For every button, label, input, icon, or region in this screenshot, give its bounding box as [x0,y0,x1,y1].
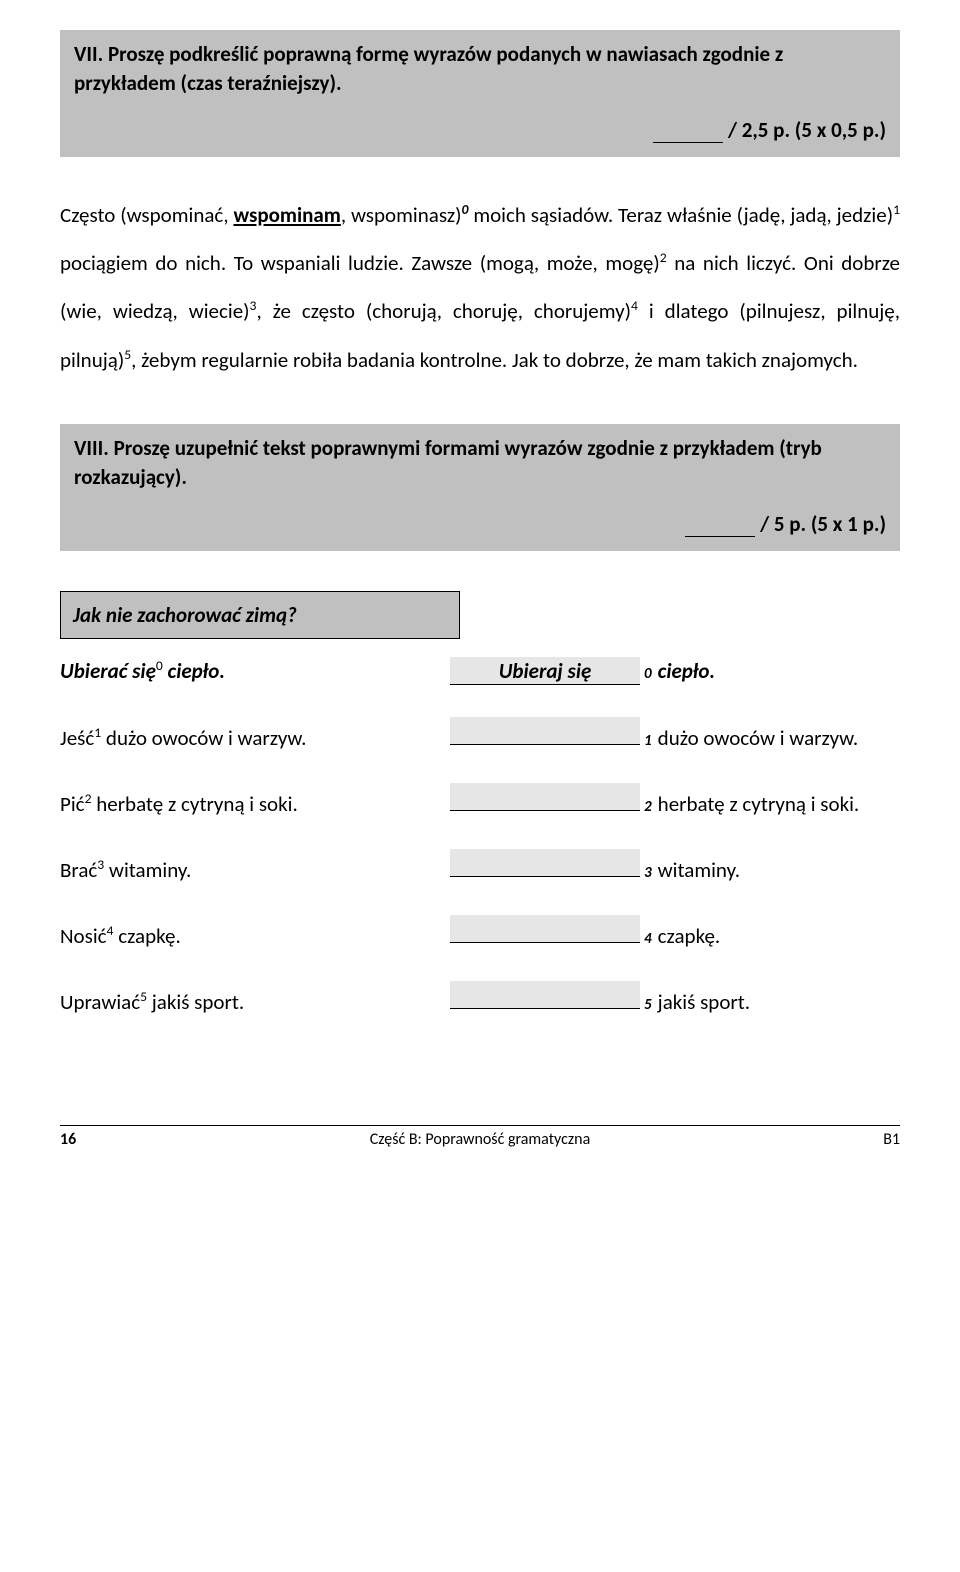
blank-number: 3 [644,864,652,882]
blank-number: 2 [644,798,652,816]
section-8-score: / 5 p. (5 x 1 p.) [74,511,886,537]
row-suffix: jakiś sport. [658,989,750,1015]
para-text: Często (wspominać, [60,202,233,228]
exercise-7-paragraph: Często (wspominać, wspominam, wspominasz… [60,191,900,384]
para-underline: wspominam [233,202,340,228]
para-text: , wspominasz) [341,202,462,228]
row-right: 1 dużo owoców i warzyw. [450,717,900,751]
blank-number: 4 [644,930,652,948]
table-row: Pić2 herbatę z cytryną i soki. 2 herbatę z… [60,783,900,817]
row-left: Jeść1 dużo owoców i warzyw. [60,724,420,751]
row-left: Nosić4 czapkę. [60,922,420,949]
section-7-score: / 2,5 p. (5 x 0,5 p.) [74,117,886,143]
score-text: / 5 p. (5 x 1 p.) [760,511,886,537]
row-left: Ubierać się0 ciepło. [60,657,420,684]
row-suffix: dużo owoców i warzyw. [658,725,858,751]
row-right: Ubieraj się0 ciepło. [450,657,900,685]
para-text: , że często (chorują, choruję, chorujemy… [256,298,631,324]
row-left: Uprawiać5 jakiś sport. [60,988,420,1015]
row-right: 5 jakiś sport. [450,981,900,1015]
footer-page-number: 16 [60,1130,100,1149]
section-8-title: VIII. Proszę uzupełnić tekst poprawnymi … [74,434,886,493]
row-right: 4 czapkę. [450,915,900,949]
table-row: Jeść1 dużo owoców i warzyw. 1 dużo owoców … [60,717,900,751]
answer-blank[interactable] [450,849,640,877]
para-sup: 1 [893,201,900,218]
page-footer: 16 Część B: Poprawność gramatyczna B1 [60,1125,900,1149]
answer-blank[interactable] [450,783,640,811]
answer-blank[interactable] [450,717,640,745]
blank-number: 5 [644,996,652,1014]
row-right: 2 herbatę z cytryną i soki. [450,783,900,817]
para-text: , żebym regularnie robiła badania kontro… [131,347,858,373]
exercise-8-table: Jak nie zachorować zimą? Ubierać się0 ci… [60,591,900,1015]
score-blank [685,536,755,537]
answer-blank[interactable]: Ubieraj się [450,657,640,685]
para-text: pociągiem do nich. To wspaniali ludzie. … [60,250,660,276]
para-sup: 4 [631,297,638,314]
row-left: Pić2 herbatę z cytryną i soki. [60,790,420,817]
answer-blank[interactable] [450,915,640,943]
row-suffix: herbatę z cytryną i soki. [658,791,860,817]
footer-level: B1 [860,1130,900,1149]
section-7-box: VII. Proszę podkreślić poprawną formę wy… [60,30,900,157]
row-suffix: ciepło. [658,658,715,684]
table-row: Nosić4 czapkę. 4 czapkę. [60,915,900,949]
table-row: Uprawiać5 jakiś sport. 5 jakiś sport. [60,981,900,1015]
score-text: / 2,5 p. (5 x 0,5 p.) [728,117,886,143]
row-right: 3 witaminy. [450,849,900,883]
answer-blank[interactable] [450,981,640,1009]
section-8-box: VIII. Proszę uzupełnić tekst poprawnymi … [60,424,900,551]
score-blank [653,142,723,143]
section-7-title: VII. Proszę podkreślić poprawną formę wy… [74,40,886,99]
blank-number: 1 [644,732,652,750]
row-suffix: czapkę. [658,923,721,949]
table-row: Brać3 witaminy. 3 witaminy. [60,849,900,883]
para-text: moich sąsiadów. Teraz właśnie (jadę, jad… [468,202,893,228]
row-suffix: witaminy. [658,857,740,883]
para-sup: 2 [660,249,667,266]
footer-section-title: Część B: Poprawność gramatyczna [100,1130,860,1149]
table-row: Ubierać się0 ciepło. Ubieraj się0 ciepło. [60,657,900,685]
row-left: Brać3 witaminy. [60,856,420,883]
blank-number: 0 [644,665,652,683]
table-header: Jak nie zachorować zimą? [60,591,460,639]
